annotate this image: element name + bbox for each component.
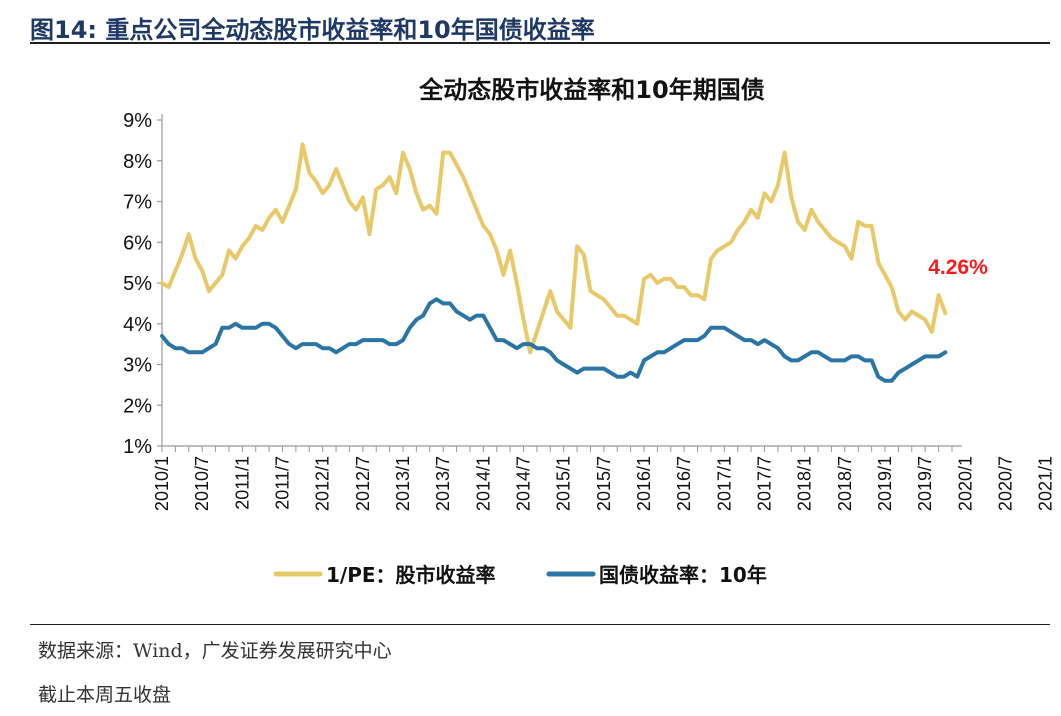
legend-pe-label: 1/PE：股市收益率 bbox=[326, 563, 496, 587]
y-tick-label: 8% bbox=[123, 151, 152, 173]
x-tick-label: 2016/7 bbox=[674, 456, 694, 511]
x-tick-label: 2010/1 bbox=[152, 456, 172, 511]
chart-title: 全动态股市收益率和10年期国债 bbox=[418, 76, 764, 104]
x-tick-label: 2020/1 bbox=[955, 456, 975, 511]
x-tick-label: 2015/7 bbox=[594, 456, 614, 511]
x-tick-label: 2014/7 bbox=[514, 456, 534, 511]
x-tick-label: 2011/7 bbox=[273, 456, 293, 510]
figure-label: 图14: bbox=[30, 16, 97, 44]
y-tick-label: 2% bbox=[123, 395, 152, 417]
x-tick-label: 2012/7 bbox=[353, 456, 373, 511]
x-tick-label: 2020/7 bbox=[996, 456, 1016, 511]
x-tick-label: 2013/7 bbox=[433, 456, 453, 511]
x-tick-label: 2011/1 bbox=[232, 456, 252, 510]
x-tick-label: 2014/1 bbox=[473, 456, 493, 511]
x-tick-label: 2012/1 bbox=[313, 456, 333, 511]
x-tick-label: 2019/1 bbox=[875, 456, 895, 511]
legend-bond-label: 国债收益率：10年 bbox=[599, 563, 767, 587]
x-tick-label: 2013/1 bbox=[393, 456, 413, 511]
bond-yield-line bbox=[160, 297, 948, 383]
footer-divider bbox=[30, 624, 1050, 625]
y-tick-label: 7% bbox=[123, 192, 152, 214]
y-tick-label: 1% bbox=[123, 436, 152, 458]
y-tick-label: 9% bbox=[123, 110, 152, 132]
source-note: 数据来源：Wind，广发证券发展研究中心 bbox=[38, 640, 392, 662]
x-tick-label: 2018/1 bbox=[795, 456, 815, 511]
x-tick-label: 2021/1 bbox=[1036, 456, 1056, 511]
x-tick-label: 2018/7 bbox=[835, 456, 855, 511]
x-tick-label: 2010/7 bbox=[192, 456, 212, 511]
cutoff-note: 截止本周五收盘 bbox=[38, 684, 172, 706]
figure-title: 图14: 重点公司全动态股市收益率和10年国债收益率 bbox=[30, 10, 595, 45]
y-tick-label: 3% bbox=[123, 355, 152, 377]
y-tick-label: 4% bbox=[123, 314, 152, 336]
figure-title-text: 重点公司全动态股市收益率和10年国债收益率 bbox=[105, 16, 595, 44]
figure-header: 图14: 重点公司全动态股市收益率和10年国债收益率 bbox=[30, 6, 1050, 44]
chart: 全动态股市收益率和10年期国债 1% 2% 3% 4% 5% 6% 7% 8% 9% 2010/1 2… bbox=[123, 76, 1056, 587]
value-annotation: 4.26% bbox=[928, 256, 988, 279]
x-tick-label: 2017/7 bbox=[755, 456, 775, 511]
y-tick-label: 6% bbox=[123, 232, 152, 254]
x-tick-label: 2017/1 bbox=[714, 456, 734, 511]
x-tick-label: 2016/1 bbox=[634, 456, 654, 511]
x-tick-label: 2019/7 bbox=[915, 456, 935, 511]
pe-yield-line bbox=[160, 142, 948, 355]
x-tick-label: 2015/1 bbox=[554, 456, 574, 511]
y-tick-label: 5% bbox=[123, 273, 152, 295]
